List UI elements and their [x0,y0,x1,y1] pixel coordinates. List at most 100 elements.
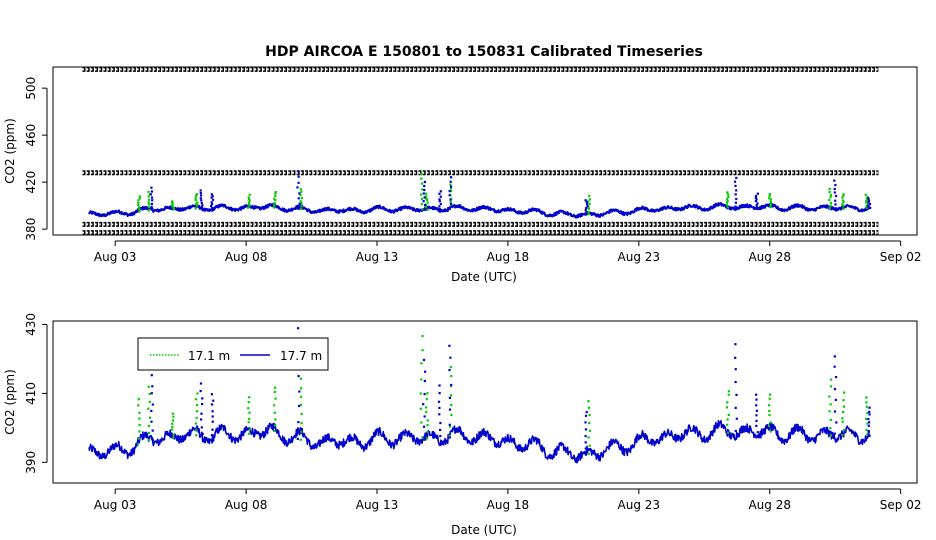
co2-17-1m-point [420,197,424,201]
co2-17-7m-point [201,204,204,207]
co2-17-7m-point [868,413,871,416]
co2-17-1m-point [137,199,140,202]
co2-17-7m-point [151,199,154,202]
co2-17-1m-point [273,206,276,209]
co2-17-7m-point [448,423,451,426]
co2-17-7m-point [296,186,299,189]
co2-17-1m-point [138,195,141,198]
co2-17-1m-point [829,193,833,196]
co2-17-7m-point [584,199,587,202]
co2-17-1m-point [421,182,424,185]
co2-17-1m-point [300,430,303,433]
co2-17-1m-point [300,197,304,200]
co2-17-7m-point [210,403,214,406]
co2-17-7m-point [584,213,587,216]
co2-17-7m-point [834,398,837,401]
top-x-tick-label: Sep 02 [880,250,922,264]
co2-17-1m-point [865,206,868,209]
co2-17-1m-point [172,206,175,209]
top-x-axis: Aug 03 Aug 08 Aug 13 Aug 18 Aug 23 Aug 28 Sep … [94,240,922,264]
co2-17-7m-point [298,202,301,205]
co2-17-1m-point [725,406,728,409]
co2-17-7m-point [448,436,451,439]
top-y-tick-label: 380 [24,218,38,241]
co2-17-1m-point [171,422,174,425]
co2-17-7m-point [201,403,204,406]
chart-title: HDP AIRCOA E 150801 to 150831 Calibrated… [265,44,703,60]
top-y-axis: 380 420 460 500 [24,77,48,241]
co2-17-1m-point [588,444,591,447]
co2-17-1m-point [273,404,276,407]
co2-17-1m-point [274,397,277,400]
co2-17-7m-point [201,432,204,435]
co2-17-1m-point [843,429,846,432]
co2-17-7m-point [734,193,737,196]
co2-17-7m-point [210,196,213,199]
co2-17-1m-point [172,208,175,211]
co2-17-7m-point [438,200,441,203]
co2-17-1m-point [727,193,730,196]
co2-17-1m-point [727,390,730,393]
co2-17-7m-point [200,199,203,202]
co2-17-7m-point [439,190,442,193]
co2-17-7m-point [200,202,203,205]
co2-17-1m-point [588,194,591,198]
co2-17-1m-point [274,192,277,195]
co2-17-7m-point [756,192,759,195]
co2-17-7m-point [756,431,759,434]
co2-17-1m-point [727,195,730,198]
co2-17-7m-point [755,404,758,407]
co2-17-1m-point [274,418,277,421]
co2-17-1m-point [449,201,452,204]
co2-17-7m-point [423,393,426,396]
co2-17-7m-point [450,383,453,387]
co2-17-1m-point [138,208,141,211]
co2-17-1m-point [171,202,174,205]
co2-17-7m-point [150,420,153,423]
co2-17-7m-point [296,437,299,440]
co2-17-7m-point [211,206,214,210]
co2-17-1m-point [299,207,303,211]
co2-17-1m-point [273,201,276,205]
co2-17-7m-point [151,439,154,442]
co2-17-1m-point [148,203,151,206]
co2-17-7m-point [833,179,836,182]
co2-17-1m-point [274,199,277,202]
co2-17-1m-point [138,417,141,420]
co2-17-7m-point [211,420,214,423]
co2-17-1m-point [171,428,174,431]
co2-17-1m-point [148,198,151,201]
co2-17-1m-point [449,366,452,369]
co2-17-7m-point [211,428,214,431]
co2-17-1m-point [148,400,151,403]
co2-17-7m-point [833,355,836,358]
co2-17-1m-point [726,197,729,201]
co2-17-7m-point [754,194,758,198]
co2-17-1m-point [425,199,428,202]
co2-17-7m-point [150,205,153,208]
co2-17-7m-point [199,382,203,385]
top-y-axis-label: CO2 (ppm) [3,118,17,184]
co2-17-7m-point [422,192,425,195]
co2-17-1m-point [425,197,428,200]
co2-17-1m-point [768,397,771,400]
co2-17-1m-point [425,398,428,401]
co2-17-1m-point [767,424,771,428]
co2-17-7m-point [584,441,587,444]
co2-17-7m-point [448,194,451,197]
top-x-tick-label: Aug 08 [225,250,268,264]
co2-17-1m-point [769,206,772,209]
co2-17-7m-point [439,428,442,431]
co2-17-1m-point [248,193,251,196]
co2-17-1m-point [829,204,832,207]
co2-17-7m-point [210,205,213,208]
co2-17-1m-point [726,423,729,426]
co2-17-1m-point [426,419,429,422]
co2-17-7m-point [755,414,758,417]
co2-17-7m-point [210,393,213,396]
co2-17-1m-point [248,199,251,202]
co2-17-1m-point [273,411,276,414]
top-x-tick-label: Aug 28 [748,250,791,264]
co2-17-1m-point [866,422,869,425]
